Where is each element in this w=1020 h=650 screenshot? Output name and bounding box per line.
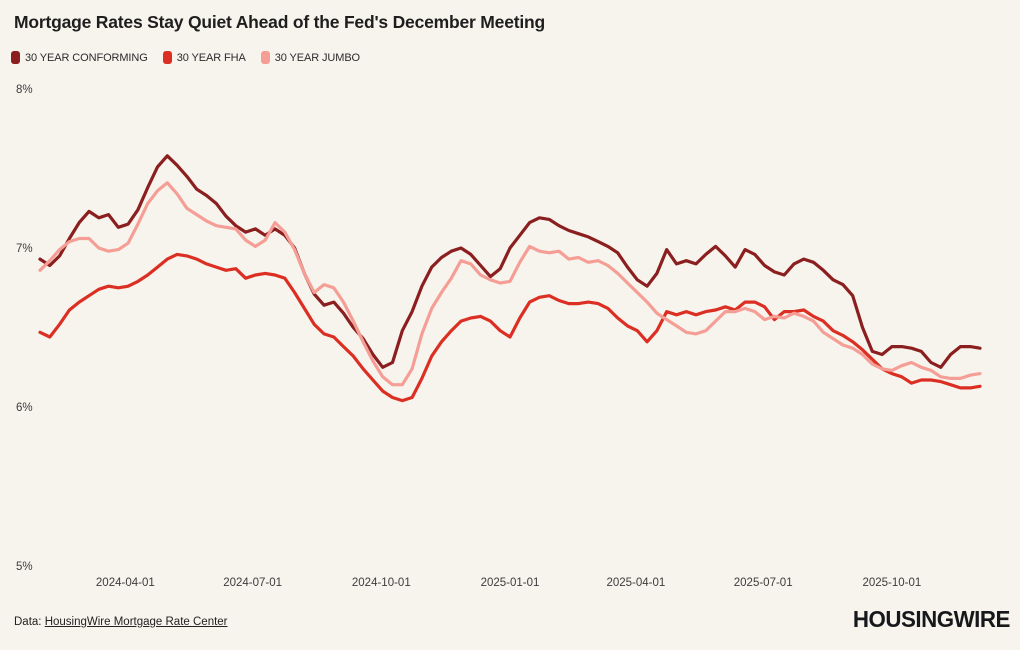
data-source-link[interactable]: HousingWire Mortgage Rate Center [44, 616, 228, 628]
x-axis-tick-label: 2024-07-01 [223, 577, 282, 589]
legend-label-jumbo: 30 YEAR JUMBO [274, 51, 361, 64]
legend-item-fha: 30 YEAR FHA [162, 51, 246, 64]
y-axis-tick-label: 6% [16, 402, 33, 414]
legend-label-conforming: 30 YEAR CONFORMING [25, 51, 148, 64]
x-axis-tick-label: 2025-04-01 [606, 577, 665, 589]
y-axis-tick-label: 8% [16, 84, 33, 96]
x-axis-tick-label: 2025-01-01 [481, 577, 540, 589]
x-axis-tick-label: 2025-10-01 [862, 577, 921, 589]
data-source-prefix: Data: [14, 616, 42, 628]
y-axis-tick-label: 7% [16, 243, 33, 255]
legend-label-fha: 30 YEAR FHA [176, 51, 246, 64]
series-line-30-year-conforming [38, 154, 982, 369]
fha-swatch-icon [162, 51, 172, 64]
series-line-30-year-fha [38, 252, 982, 403]
legend-item-conforming: 30 YEAR CONFORMING [11, 51, 148, 64]
conforming-swatch-icon [11, 51, 20, 64]
x-axis-tick-label: 2024-10-01 [352, 577, 411, 589]
series-line-30-year-jumbo [38, 181, 982, 387]
legend-item-jumbo: 30 YEAR JUMBO [260, 51, 361, 64]
jumbo-swatch-icon [260, 51, 270, 64]
chart-legend: 30 YEAR CONFORMING 30 YEAR FHA 30 YEAR J… [11, 51, 360, 64]
chart-title: Mortgage Rates Stay Quiet Ahead of the F… [14, 12, 546, 32]
x-axis-tick-label: 2024-04-01 [96, 577, 155, 589]
y-axis-tick-label: 5% [16, 561, 33, 573]
housingwire-logo: HOUSINGWIRE [852, 606, 1011, 632]
data-source-note: Data: HousingWire Mortgage Rate Center [14, 616, 228, 628]
x-axis-tick-label: 2025-07-01 [734, 577, 793, 589]
